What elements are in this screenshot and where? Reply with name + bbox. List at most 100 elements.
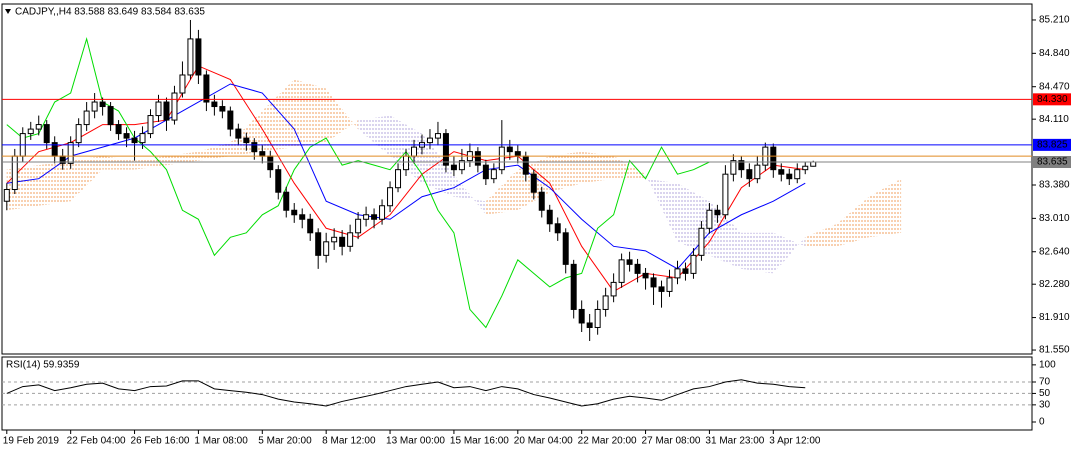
y-tick-label: 70 [1039,377,1051,388]
candle-body [602,295,609,310]
cloud-segment [773,232,806,274]
y-tick-label: 84.110 [1039,114,1069,125]
indicator-line [6,65,806,293]
candle-body [778,169,785,175]
candle-body [650,277,657,288]
candle-body [770,146,777,171]
cloud-segment [741,232,774,274]
candle-body [738,160,745,171]
rsi-panel [1,356,1033,431]
y-tick-label: 82.280 [1039,279,1070,290]
candle-body [147,115,154,135]
candle-body [83,110,90,126]
cloud-segment [134,156,167,170]
candle-body [594,308,601,328]
candle-body [730,160,737,175]
candle-body [674,268,681,279]
x-tick-label: 13 Mar 00:00 [386,436,445,447]
candle-body [442,133,449,166]
candle-body [283,191,290,211]
candle-body [187,38,194,76]
candle-body [371,214,378,220]
candle-body [227,110,234,130]
x-tick-label: 5 Mar 20:00 [258,436,312,447]
candle-body [554,223,561,234]
candle-body [259,151,266,157]
cloud-segment [581,151,614,184]
candle-body [243,137,250,144]
cloud-segment [869,178,902,238]
cloud-segment [262,79,295,152]
candle-body [275,169,282,193]
cloud-segment [453,174,486,215]
candle-body [11,155,18,191]
candle-body [698,227,705,256]
candle-body [203,74,210,103]
x-tick-label: 8 Mar 12:00 [322,436,376,447]
candle-body [754,164,761,180]
candle-body [27,128,34,135]
candle-body [75,124,82,144]
y-tick-label: 81.910 [1039,312,1070,323]
level-label: 83.635 [1037,157,1068,168]
level-label-box [1033,156,1071,169]
candle-body [179,74,186,94]
candle-body [794,169,801,180]
candle-body [810,161,817,167]
candle-body [67,142,74,164]
y-tick-label: 82.640 [1039,246,1070,257]
candle-body [139,133,146,144]
candle-body [91,101,98,112]
candle-body [315,232,322,256]
candle-body [195,38,202,76]
chart-title: CADJPY,,H4 83.588 83.649 83.584 83.635 [15,7,205,18]
candle-body [562,232,569,265]
cloud-segment [294,79,327,148]
y-tick-label: 83.380 [1039,180,1070,191]
candle-body [634,263,641,274]
candle-body [450,164,457,171]
candle-body [363,214,370,220]
candle-body [155,101,162,117]
candle-body [666,277,673,292]
candle-body [626,259,633,265]
y-tick-label: 85.210 [1039,15,1070,26]
x-tick-label: 27 Mar 08:00 [642,436,701,447]
candle-body [115,124,122,135]
candle-body [514,151,521,157]
menu-arrow [5,9,11,14]
cloud-segment [485,169,518,215]
cloud-segment [645,174,678,242]
x-tick-label: 3 Apr 12:00 [769,436,821,447]
y-tick-label: 84.840 [1039,48,1070,59]
candle-body [506,146,513,153]
candle-body [131,137,138,144]
candle-body [307,218,314,234]
candle-body [355,218,362,234]
candle-body [123,133,130,139]
candle-body [35,124,42,130]
candle-body [538,191,545,211]
candle-body [458,160,465,171]
cloud-segment [326,88,359,143]
candle-body [171,92,178,121]
candle-body [347,232,354,247]
level-label-box [1033,93,1071,106]
y-tick-label: 81.550 [1039,345,1070,356]
candle-body [107,106,114,126]
indicator-line [6,37,710,329]
candle-body [474,151,481,166]
rsi-title: RSI(14) 59.9359 [6,360,80,371]
candle-body [610,281,617,297]
candle-body [99,101,106,108]
x-tick-label: 22 Feb 04:00 [67,436,126,447]
candle-body [395,169,402,189]
candle-body [291,209,298,216]
candle-body [163,101,170,121]
candle-body [722,173,729,216]
candle-body [339,236,346,247]
x-tick-label: 15 Mar 16:00 [450,436,509,447]
candle-body [570,263,577,310]
cloud-segment [421,133,454,197]
